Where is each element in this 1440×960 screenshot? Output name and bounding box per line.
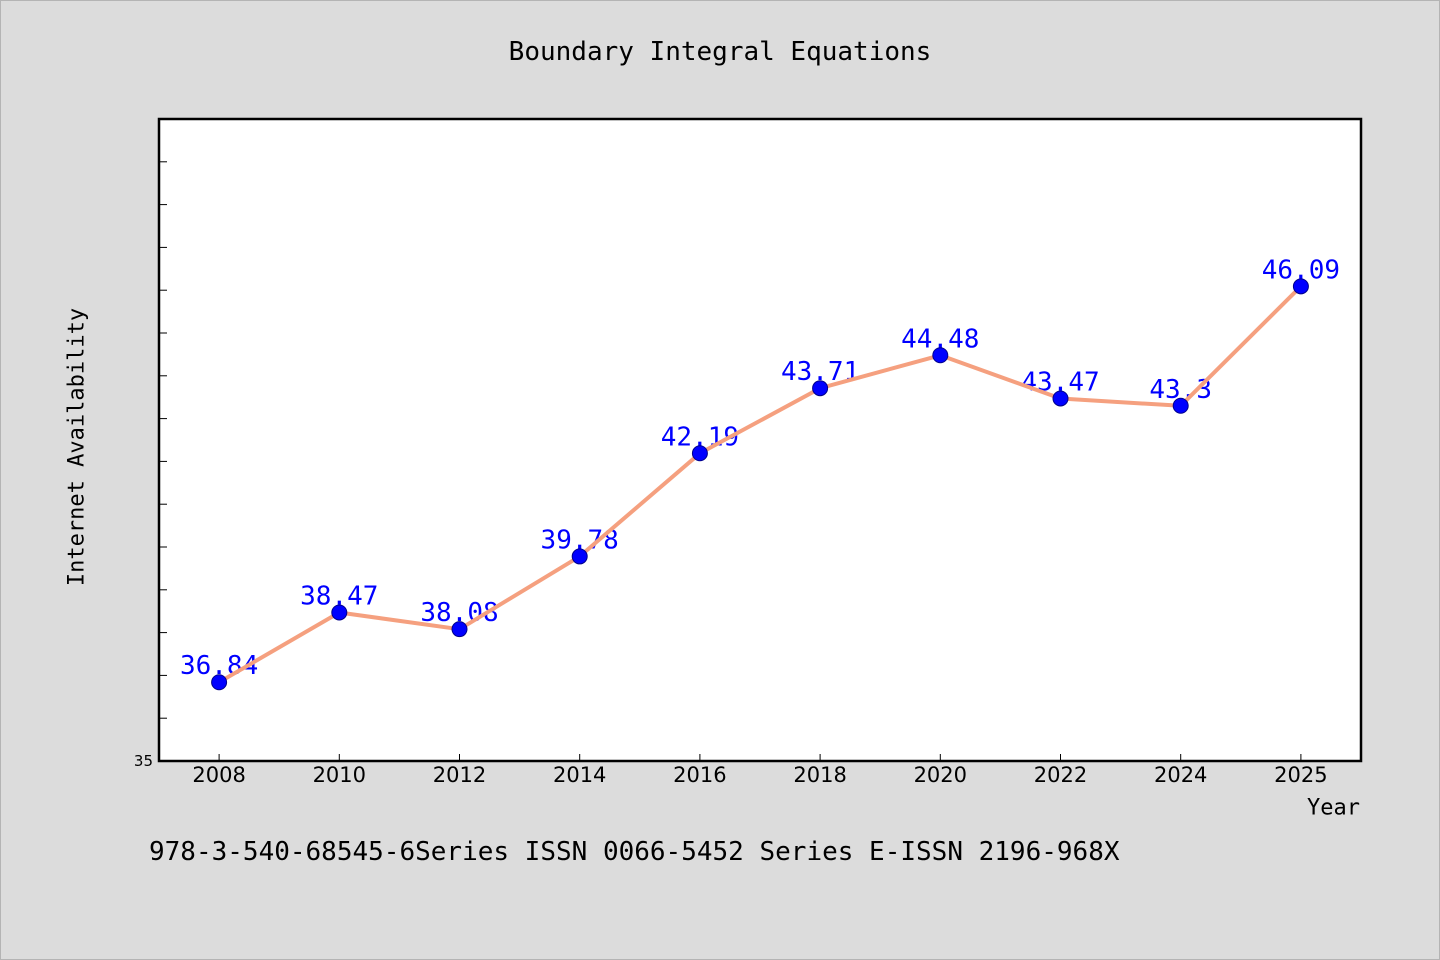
x-tick-label: 2022 [1034,763,1087,787]
markers [211,278,1309,691]
data-point-marker [211,674,228,691]
plot-area [159,119,1361,761]
y-tick-label: 35 [134,752,153,770]
series-line-layer [217,284,1303,685]
x-tick-label: 2012 [433,763,486,787]
data-point-marker [571,548,588,565]
data-point-marker [1172,397,1189,414]
x-tick-label: 2016 [673,763,726,787]
x-axis-label: Year [1307,796,1360,821]
x-axis-ticks: 2008 2010 2012 2014 2016 2018 2020 2022 2024 2025 [192,754,1328,787]
y-axis-label: Internet Availability [65,308,90,586]
x-tick-label: 2014 [553,763,606,787]
data-point-marker [812,380,829,397]
chart-title: Boundary Integral Equations [509,37,932,67]
x-tick-label: 2008 [192,763,245,787]
x-tick-label: 2018 [793,763,846,787]
data-point-marker [691,445,708,462]
data-point-marker [331,604,348,621]
x-tick-label: 2010 [313,763,366,787]
x-tick-label: 2024 [1154,763,1207,787]
x-tick-label: 2020 [914,763,967,787]
data-point-marker [932,347,949,364]
data-point-marker [451,621,468,638]
y-axis-ticks: 35 [134,161,167,770]
x-tick-label: 2025 [1274,763,1327,787]
footer-isbn-issn: 978-3-540-68545-6Series ISSN 0066-5452 S… [149,837,1120,867]
data-point-marker [1292,278,1309,295]
data-labels: 36.8438.4738.0839.7842.1943.7144.4843.47… [180,255,1340,681]
series-line [217,284,1303,685]
data-point-marker [1052,390,1069,407]
plot-frame [157,117,1363,763]
